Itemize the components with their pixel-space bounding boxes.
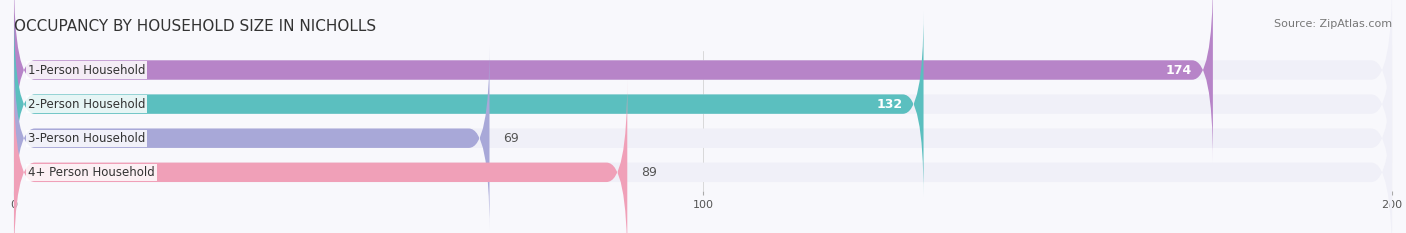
FancyBboxPatch shape (14, 0, 1213, 163)
Text: Source: ZipAtlas.com: Source: ZipAtlas.com (1274, 19, 1392, 29)
Text: 2-Person Household: 2-Person Household (28, 98, 145, 111)
FancyBboxPatch shape (14, 46, 1392, 231)
Text: 132: 132 (877, 98, 903, 111)
Text: 3-Person Household: 3-Person Household (28, 132, 145, 145)
Text: 174: 174 (1166, 64, 1192, 76)
FancyBboxPatch shape (14, 0, 1392, 163)
Text: 69: 69 (503, 132, 519, 145)
FancyBboxPatch shape (14, 46, 489, 231)
Text: OCCUPANCY BY HOUSEHOLD SIZE IN NICHOLLS: OCCUPANCY BY HOUSEHOLD SIZE IN NICHOLLS (14, 19, 377, 34)
FancyBboxPatch shape (14, 80, 627, 233)
Text: 4+ Person Household: 4+ Person Household (28, 166, 155, 179)
Text: 89: 89 (641, 166, 657, 179)
FancyBboxPatch shape (14, 80, 1392, 233)
FancyBboxPatch shape (14, 12, 924, 197)
Text: 1-Person Household: 1-Person Household (28, 64, 145, 76)
FancyBboxPatch shape (14, 12, 1392, 197)
